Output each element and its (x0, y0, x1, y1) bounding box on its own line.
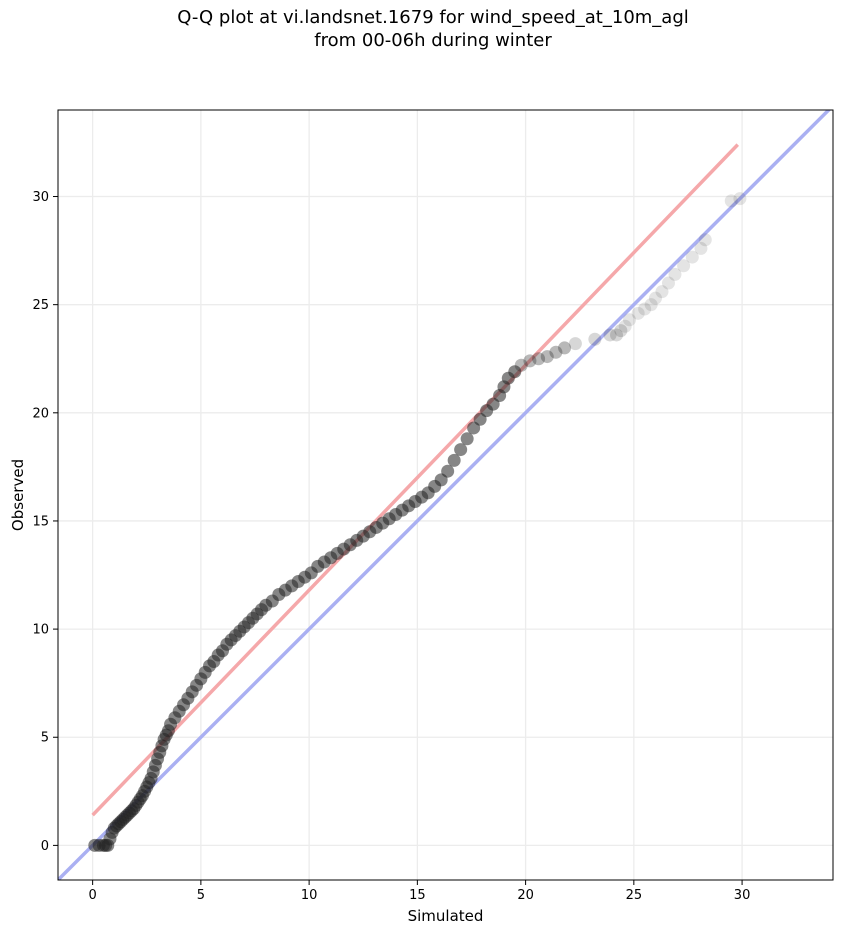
data-point (514, 358, 528, 372)
data-point (549, 345, 563, 359)
data-point (454, 443, 468, 457)
data-point (677, 259, 691, 273)
data-point (623, 313, 637, 327)
data-point (441, 464, 455, 478)
x-tick-label: 20 (517, 888, 534, 903)
x-tick-label: 15 (409, 888, 426, 903)
data-point (460, 432, 474, 446)
x-tick-label: 10 (301, 888, 318, 903)
plot-frame (57, 109, 834, 881)
y-axis-label: Observed (9, 459, 27, 531)
grid-lines (58, 110, 833, 880)
data-point (508, 365, 522, 379)
fit-line (91, 143, 740, 817)
y-tick-label: 20 (32, 406, 49, 421)
x-tick-label: 30 (734, 888, 751, 903)
data-point (588, 332, 602, 346)
identity-line (58, 110, 832, 880)
y-tick-label: 5 (41, 731, 49, 746)
data-point (644, 298, 658, 312)
y-tick-label: 30 (32, 190, 49, 205)
data-point (638, 302, 652, 316)
y-tick-label: 0 (41, 839, 49, 854)
x-tick-label: 25 (626, 888, 643, 903)
data-point (661, 276, 675, 290)
data-point (724, 194, 738, 208)
data-point (733, 192, 747, 206)
data-point (648, 291, 662, 305)
reference-lines (58, 110, 832, 880)
data-point (655, 285, 669, 299)
chart-title-line-2: from 00-06h during winter (314, 30, 552, 51)
data-point (614, 324, 628, 338)
y-tick-label: 25 (32, 298, 49, 313)
data-point (540, 350, 554, 364)
chart-title: Q-Q plot at vi.landsnet.1679 for wind_sp… (0, 6, 843, 52)
data-point (603, 328, 617, 342)
data-point (668, 267, 682, 281)
y-tick-label: 10 (32, 623, 49, 638)
data-point (618, 319, 632, 333)
data-point (698, 233, 712, 247)
x-tick-label: 0 (88, 888, 96, 903)
data-point (523, 354, 537, 368)
data-point (447, 453, 461, 467)
y-tick-label: 15 (32, 514, 49, 529)
data-point (610, 328, 624, 342)
y-axis: 0 5 10 15 20 25 30 (32, 190, 58, 854)
data-point (568, 337, 582, 351)
data-point (694, 241, 708, 255)
data-point (685, 250, 699, 264)
x-tick-label: 5 (197, 888, 205, 903)
data-point (532, 352, 546, 366)
x-axis-label: Simulated (408, 907, 484, 925)
x-axis: 0 5 10 15 20 25 30 (88, 880, 750, 903)
data-point (558, 341, 572, 355)
data-points (88, 192, 747, 852)
data-point (631, 306, 645, 320)
chart-title-line-1: Q-Q plot at vi.landsnet.1679 for wind_sp… (177, 7, 689, 28)
